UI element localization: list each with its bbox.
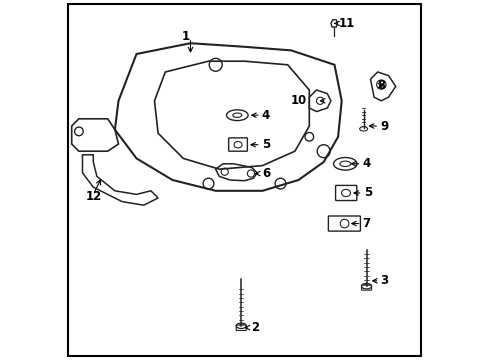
Text: 9: 9 xyxy=(380,120,387,132)
Text: 7: 7 xyxy=(362,217,370,230)
Text: 2: 2 xyxy=(250,321,259,334)
Text: 6: 6 xyxy=(261,167,269,180)
Text: 11: 11 xyxy=(338,17,354,30)
Text: 5: 5 xyxy=(363,186,371,199)
Text: 3: 3 xyxy=(380,274,388,287)
Text: 4: 4 xyxy=(261,109,269,122)
Text: 5: 5 xyxy=(261,138,269,151)
Text: 10: 10 xyxy=(290,94,306,107)
Text: 1: 1 xyxy=(181,30,189,42)
Text: 8: 8 xyxy=(377,79,385,92)
Text: 4: 4 xyxy=(362,157,370,170)
Text: 12: 12 xyxy=(86,190,102,203)
